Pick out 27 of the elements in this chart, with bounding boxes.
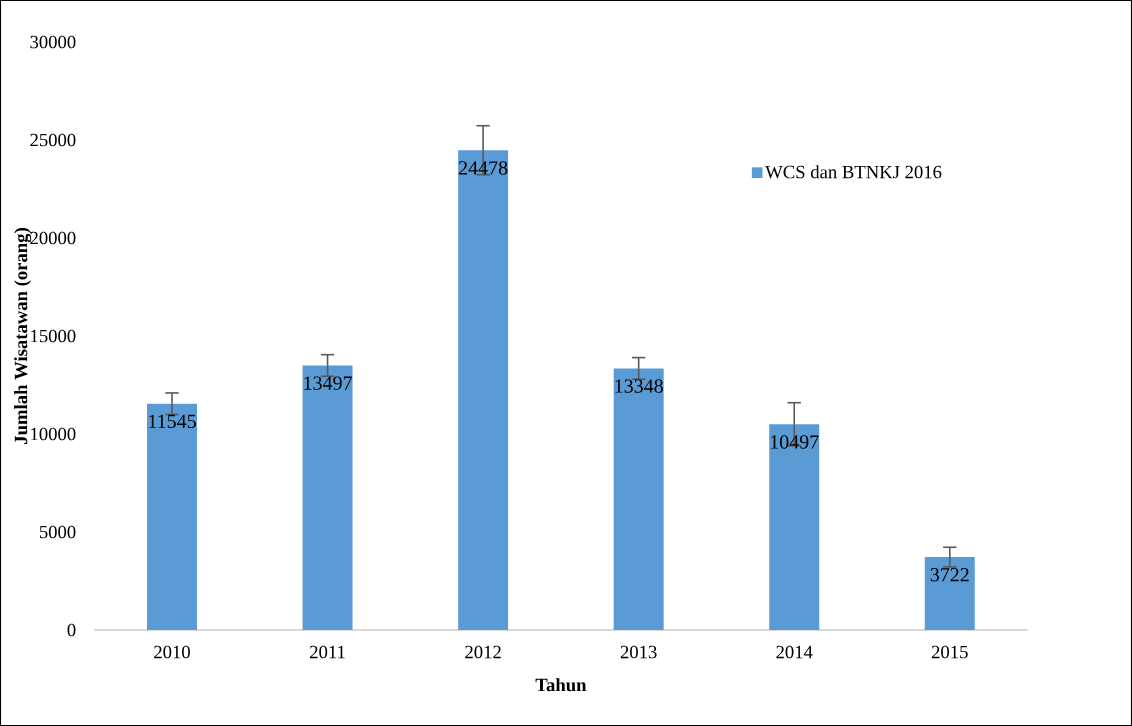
x-tick-label: 2012 [465, 645, 501, 659]
data-label: 13348 [615, 379, 663, 393]
y-tick-label: 30000 [30, 35, 76, 49]
y-tick-label: 25000 [30, 133, 76, 147]
y-tick-label: 0 [67, 623, 76, 637]
data-label: 24478 [458, 161, 508, 175]
x-tick-label: 2011 [310, 645, 345, 659]
legend-label: WCS dan BTNKJ 2016 [765, 165, 942, 179]
x-tick-label: 2014 [776, 645, 813, 659]
bar [302, 365, 353, 630]
x-tick-label: 2010 [154, 645, 190, 659]
x-tick-label: 2015 [931, 645, 968, 659]
x-tick-label: 2013 [620, 645, 657, 659]
data-label: 13497 [304, 376, 352, 390]
bar [458, 150, 509, 630]
data-label: 11545 [149, 414, 196, 429]
bar [613, 368, 664, 630]
x-axis-title: Tahun [535, 678, 587, 692]
data-label: 3722 [930, 567, 969, 582]
bar [924, 557, 975, 630]
bar [147, 403, 197, 630]
y-tick-label: 20000 [30, 231, 76, 245]
y-tick-label: 10000 [31, 427, 76, 441]
y-axis-title: Jumlah Wisatawan (orang) [14, 228, 32, 444]
y-tick-label: 15000 [31, 329, 76, 343]
bar [769, 424, 820, 630]
y-tick-label: 5000 [39, 525, 76, 539]
